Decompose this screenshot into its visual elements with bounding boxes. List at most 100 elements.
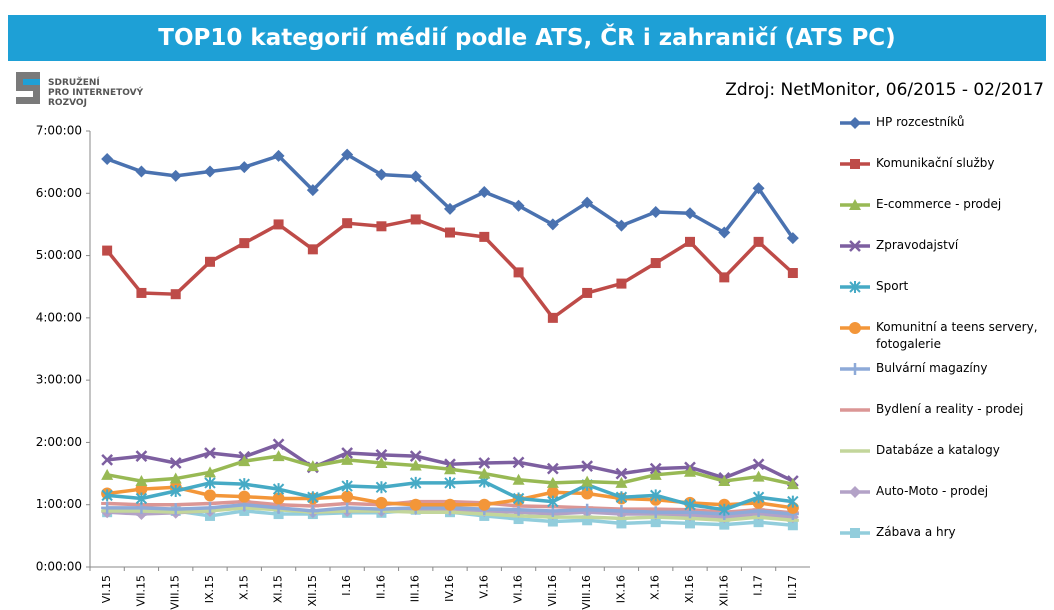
- point: [787, 268, 798, 279]
- point: [615, 467, 628, 480]
- point: [547, 495, 559, 508]
- legend-label: Auto-Moto - prodej: [876, 484, 989, 498]
- point: [102, 245, 113, 256]
- point: [719, 519, 730, 530]
- point: [204, 501, 216, 514]
- point: [581, 475, 594, 487]
- logo-text: SDRUŽENÍ PRO INTERNETOVÝ ROZVOJ: [48, 78, 143, 108]
- point: [410, 214, 421, 225]
- point: [752, 182, 765, 195]
- point: [581, 503, 594, 516]
- point: [239, 238, 250, 249]
- legend-label: Zpravodajství: [876, 238, 959, 252]
- x-tick-label: VII.15: [134, 575, 147, 607]
- point: [649, 205, 662, 218]
- point: [547, 516, 558, 527]
- point: [786, 232, 799, 245]
- legend-marker: [850, 528, 860, 538]
- legend-label: Bydlení a reality - prodej: [876, 402, 1024, 416]
- point: [546, 476, 559, 488]
- legend-label: Komunitní a teens servery, fotogalerie: [876, 320, 1038, 351]
- legend-label: Zábava a hry: [876, 525, 956, 539]
- legend-label: Komunikační služby: [876, 156, 995, 170]
- point: [306, 504, 319, 517]
- point: [444, 463, 456, 475]
- point: [581, 196, 594, 209]
- x-tick-label: XII.16: [717, 575, 730, 607]
- point: [306, 460, 319, 472]
- legend-label: Sport: [876, 279, 909, 293]
- point: [375, 481, 388, 494]
- y-tick-label: 4:00:00: [36, 310, 82, 324]
- point: [649, 462, 662, 475]
- point: [684, 498, 696, 511]
- point: [787, 520, 798, 531]
- legend-label: Bulvární magazíny: [876, 361, 988, 375]
- point: [685, 236, 695, 247]
- point: [375, 496, 388, 509]
- point: [272, 483, 285, 496]
- point: [169, 472, 182, 484]
- point: [272, 450, 285, 462]
- x-tick-label: VI.16: [512, 575, 525, 603]
- legend-marker: [849, 363, 861, 375]
- point: [135, 492, 148, 505]
- point: [616, 518, 627, 529]
- point: [615, 491, 628, 504]
- x-tick-label: IX.16: [614, 575, 627, 603]
- point: [718, 475, 731, 487]
- y-tick-label: 0:00:00: [36, 560, 82, 574]
- point: [513, 267, 524, 278]
- point: [204, 489, 216, 502]
- point: [273, 219, 284, 230]
- y-tick-label: 5:00:00: [36, 248, 82, 262]
- point: [649, 468, 662, 480]
- point: [409, 450, 422, 463]
- point: [650, 489, 662, 502]
- point: [478, 186, 491, 199]
- legend-marker: [849, 240, 861, 252]
- point: [478, 457, 491, 469]
- logo-line: PRO INTERNETOVÝ: [48, 88, 144, 98]
- point: [512, 199, 525, 212]
- point: [445, 227, 455, 238]
- point: [512, 473, 525, 485]
- x-tick-label: X.16: [649, 575, 662, 600]
- point: [272, 438, 285, 451]
- point: [135, 450, 148, 463]
- point: [306, 184, 319, 197]
- x-tick-label: I.16: [340, 575, 353, 596]
- point: [272, 149, 285, 162]
- point: [581, 487, 594, 500]
- x-tick-label: III.16: [409, 575, 422, 602]
- legend-label: E-commerce - prodej: [876, 197, 1002, 211]
- point: [752, 470, 765, 482]
- point: [342, 218, 353, 229]
- y-tick-label: 3:00:00: [36, 373, 82, 387]
- legend-marker: [849, 322, 861, 334]
- logo-line: SDRUŽENÍ: [48, 78, 100, 88]
- point: [273, 509, 284, 520]
- x-tick-label: XI.16: [683, 575, 696, 603]
- point: [753, 236, 764, 247]
- x-tick-label: II.17: [786, 575, 799, 599]
- point: [684, 465, 696, 477]
- point: [685, 518, 695, 529]
- point: [341, 453, 354, 465]
- x-tick-label: II.16: [374, 575, 387, 599]
- point: [615, 219, 628, 232]
- point: [684, 207, 696, 220]
- legend-marker: [849, 117, 861, 129]
- point: [478, 467, 491, 479]
- point: [479, 231, 490, 242]
- point: [170, 289, 181, 300]
- point: [204, 447, 216, 459]
- point: [135, 483, 148, 496]
- point: [375, 456, 388, 468]
- point: [512, 456, 525, 469]
- point: [512, 492, 525, 505]
- point: [238, 455, 251, 467]
- y-tick-label: 7:00:00: [36, 124, 82, 138]
- x-tick-label: V.16: [477, 575, 490, 599]
